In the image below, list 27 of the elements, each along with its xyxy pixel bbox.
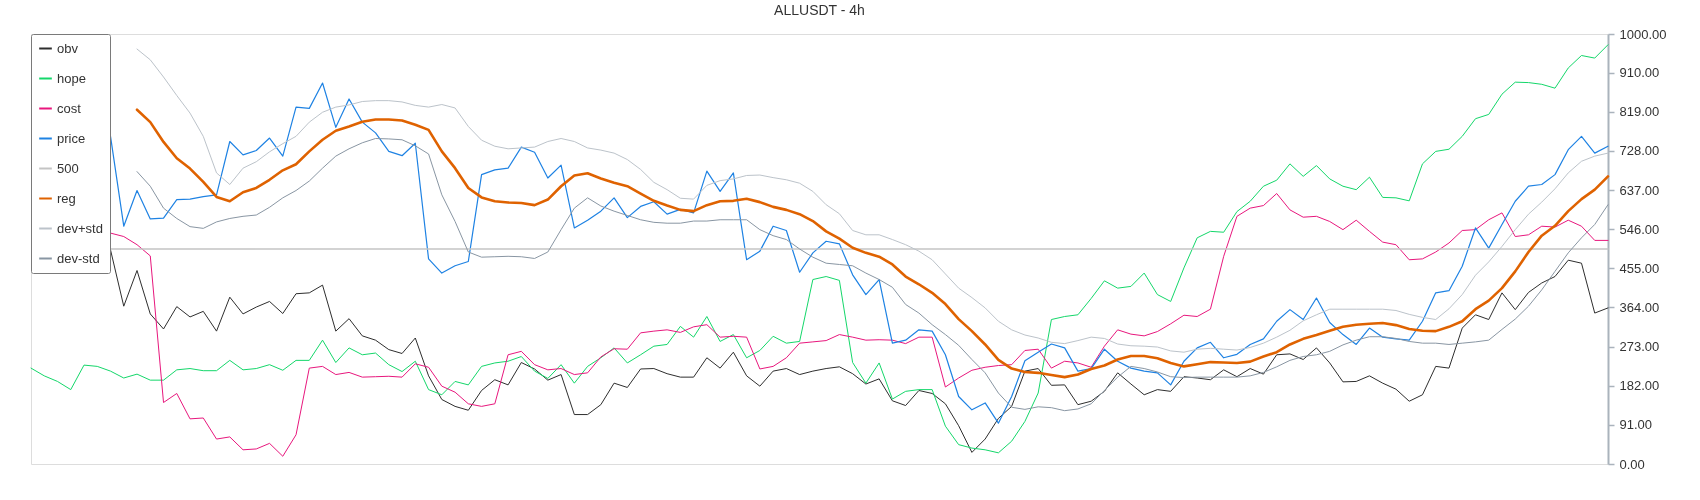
legend-label: hope	[57, 70, 86, 86]
y-tick-label: 728.00	[1619, 143, 1660, 159]
line-series	[135, 108, 1610, 379]
chart-title: ALLUSDT - 4h	[774, 2, 865, 18]
y-tick-label: 182.00	[1619, 378, 1660, 394]
line-series	[110, 193, 1609, 457]
y-tick-label: 637.00	[1619, 182, 1660, 198]
line-series	[136, 137, 1609, 412]
legend-label: cost	[57, 100, 82, 116]
line-series	[110, 249, 1609, 453]
line-series	[109, 82, 1609, 424]
y-tick-label: 0.00	[1619, 456, 1645, 472]
legend-label: dev+std	[57, 220, 103, 236]
y-tick-label: 546.00	[1619, 221, 1660, 237]
line-series	[30, 44, 1609, 454]
legend-label: obv	[57, 40, 79, 56]
y-tick-label: 819.00	[1619, 104, 1660, 120]
y-tick-label: 910.00	[1619, 65, 1660, 81]
legend-label: reg	[57, 190, 76, 206]
y-tick-label: 91.00	[1619, 417, 1653, 433]
y-tick-label: 273.00	[1619, 339, 1660, 355]
legend-label: price	[57, 130, 86, 146]
y-tick-label: 1000.00	[1619, 26, 1667, 42]
legend-label: 500	[57, 160, 79, 176]
y-tick-label: 455.00	[1619, 260, 1660, 276]
y-tick-label: 364.00	[1619, 299, 1660, 315]
legend-label: dev-std	[57, 250, 100, 266]
